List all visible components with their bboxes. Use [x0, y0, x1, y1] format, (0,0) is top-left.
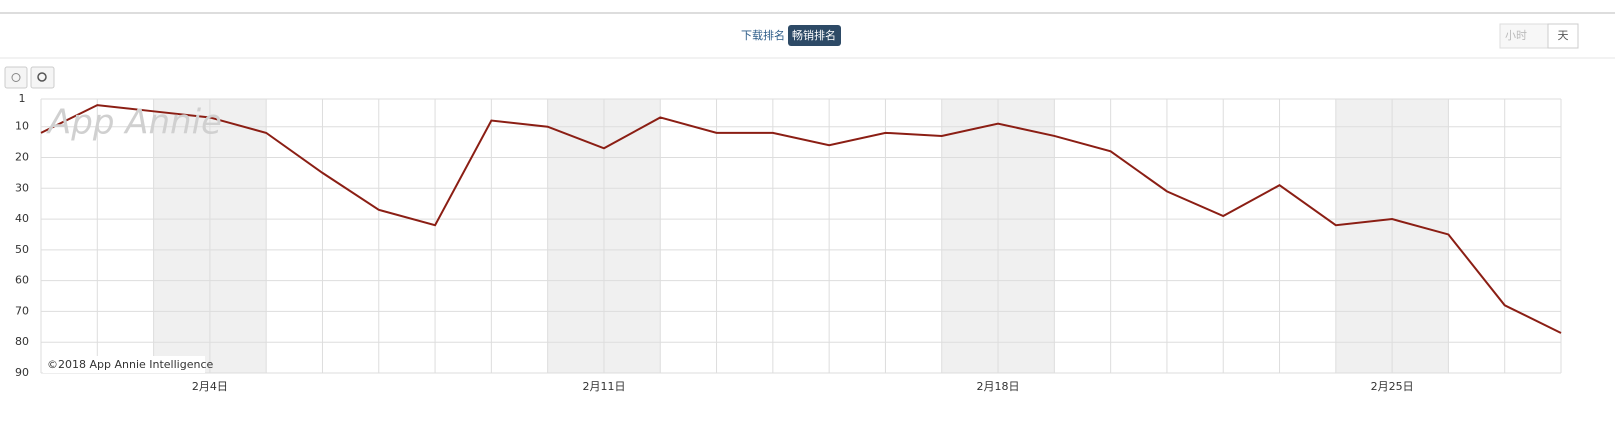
y-tick-label: 1 [19, 92, 26, 105]
credit-bg [43, 356, 205, 373]
x-tick-label: 2月25日 [1371, 380, 1414, 393]
reset-icon [11, 73, 21, 82]
day-label[interactable]: 天 [1558, 29, 1569, 42]
y-tick-label: 90 [15, 366, 29, 379]
tab[interactable]: 畅销排名 [792, 28, 836, 42]
y-tick-label: 20 [15, 150, 29, 163]
tab-active-bg[interactable] [788, 25, 841, 46]
credit: ©2018 App Annie Intelligence [47, 358, 214, 371]
y-tick-label: 70 [15, 304, 29, 317]
reset-button[interactable] [4, 66, 28, 89]
day-button[interactable] [1547, 23, 1579, 49]
x-tick-label: 2月18日 [977, 380, 1020, 393]
zoom-icon [37, 72, 47, 82]
hour-label[interactable]: 小时 [1505, 29, 1527, 42]
watermark: App Annie [46, 103, 222, 143]
y-tick-label: 50 [15, 243, 29, 256]
y-tick-label: 60 [15, 274, 29, 287]
y-tick-label: 80 [15, 335, 29, 348]
zoom-button[interactable] [30, 66, 55, 89]
y-tick-label: 40 [15, 212, 29, 225]
x-tick-label: 2月11日 [582, 380, 625, 393]
series-line [40, 104, 1562, 334]
x-tick-label: 2月4日 [192, 380, 228, 393]
tab[interactable]: 下载排名 [741, 28, 785, 42]
y-tick-label: 10 [15, 120, 29, 133]
hour-button[interactable] [1499, 23, 1549, 49]
y-tick-label: 30 [15, 181, 29, 194]
